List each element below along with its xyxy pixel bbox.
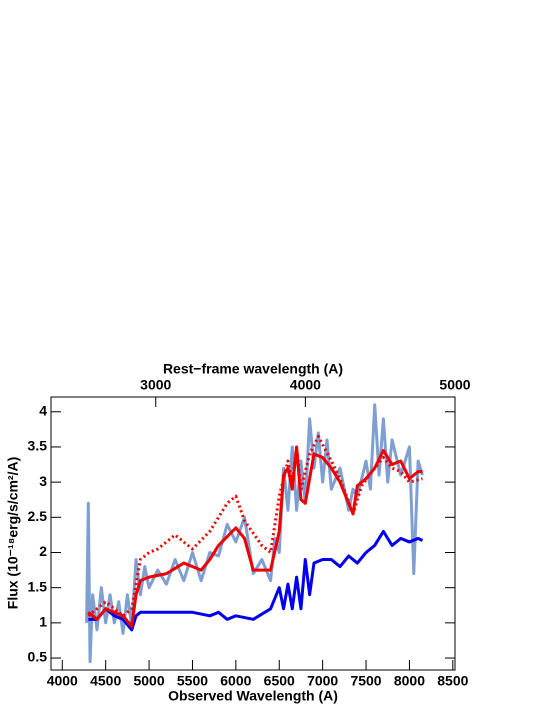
x2-axis-label: Rest−frame wavelength (A) <box>163 361 343 377</box>
x-tick-label: 7500 <box>350 673 381 689</box>
x-axis-label: Observed Wavelength (A) <box>168 688 338 704</box>
x2-tick-label: 3000 <box>140 377 171 393</box>
plot-frame <box>50 396 456 671</box>
y-tick-label: 4 <box>39 402 47 418</box>
y-tick-label: 1 <box>39 614 47 630</box>
x2-tick-label: 4000 <box>290 377 321 393</box>
x-tick-label: 8500 <box>437 673 468 689</box>
x-tick-label: 7000 <box>307 673 338 689</box>
x-tick-label: 4000 <box>47 673 78 689</box>
x-tick-label: 6500 <box>264 673 295 689</box>
y-tick-label: 3.5 <box>28 438 48 454</box>
data-line <box>87 445 423 628</box>
x-tick-label: 8000 <box>394 673 425 689</box>
y-tick-label: 0.5 <box>28 649 48 665</box>
data-line <box>88 529 424 632</box>
y-tick-label: 2 <box>39 543 47 559</box>
x-tick-label: 4500 <box>90 673 121 689</box>
x2-tick-label: 5000 <box>439 377 470 393</box>
data-line <box>85 403 424 664</box>
y-tick-label: 2.5 <box>28 508 48 524</box>
x-tick-label: 5500 <box>177 673 208 689</box>
y-axis-label: Flux (10⁻¹⁸erg/s/cm²/A) <box>5 457 21 609</box>
x-tick-label: 6000 <box>220 673 251 689</box>
y-tick-label: 3 <box>39 473 47 489</box>
x-tick-label: 5000 <box>133 673 164 689</box>
y-tick-label: 1.5 <box>28 578 48 594</box>
